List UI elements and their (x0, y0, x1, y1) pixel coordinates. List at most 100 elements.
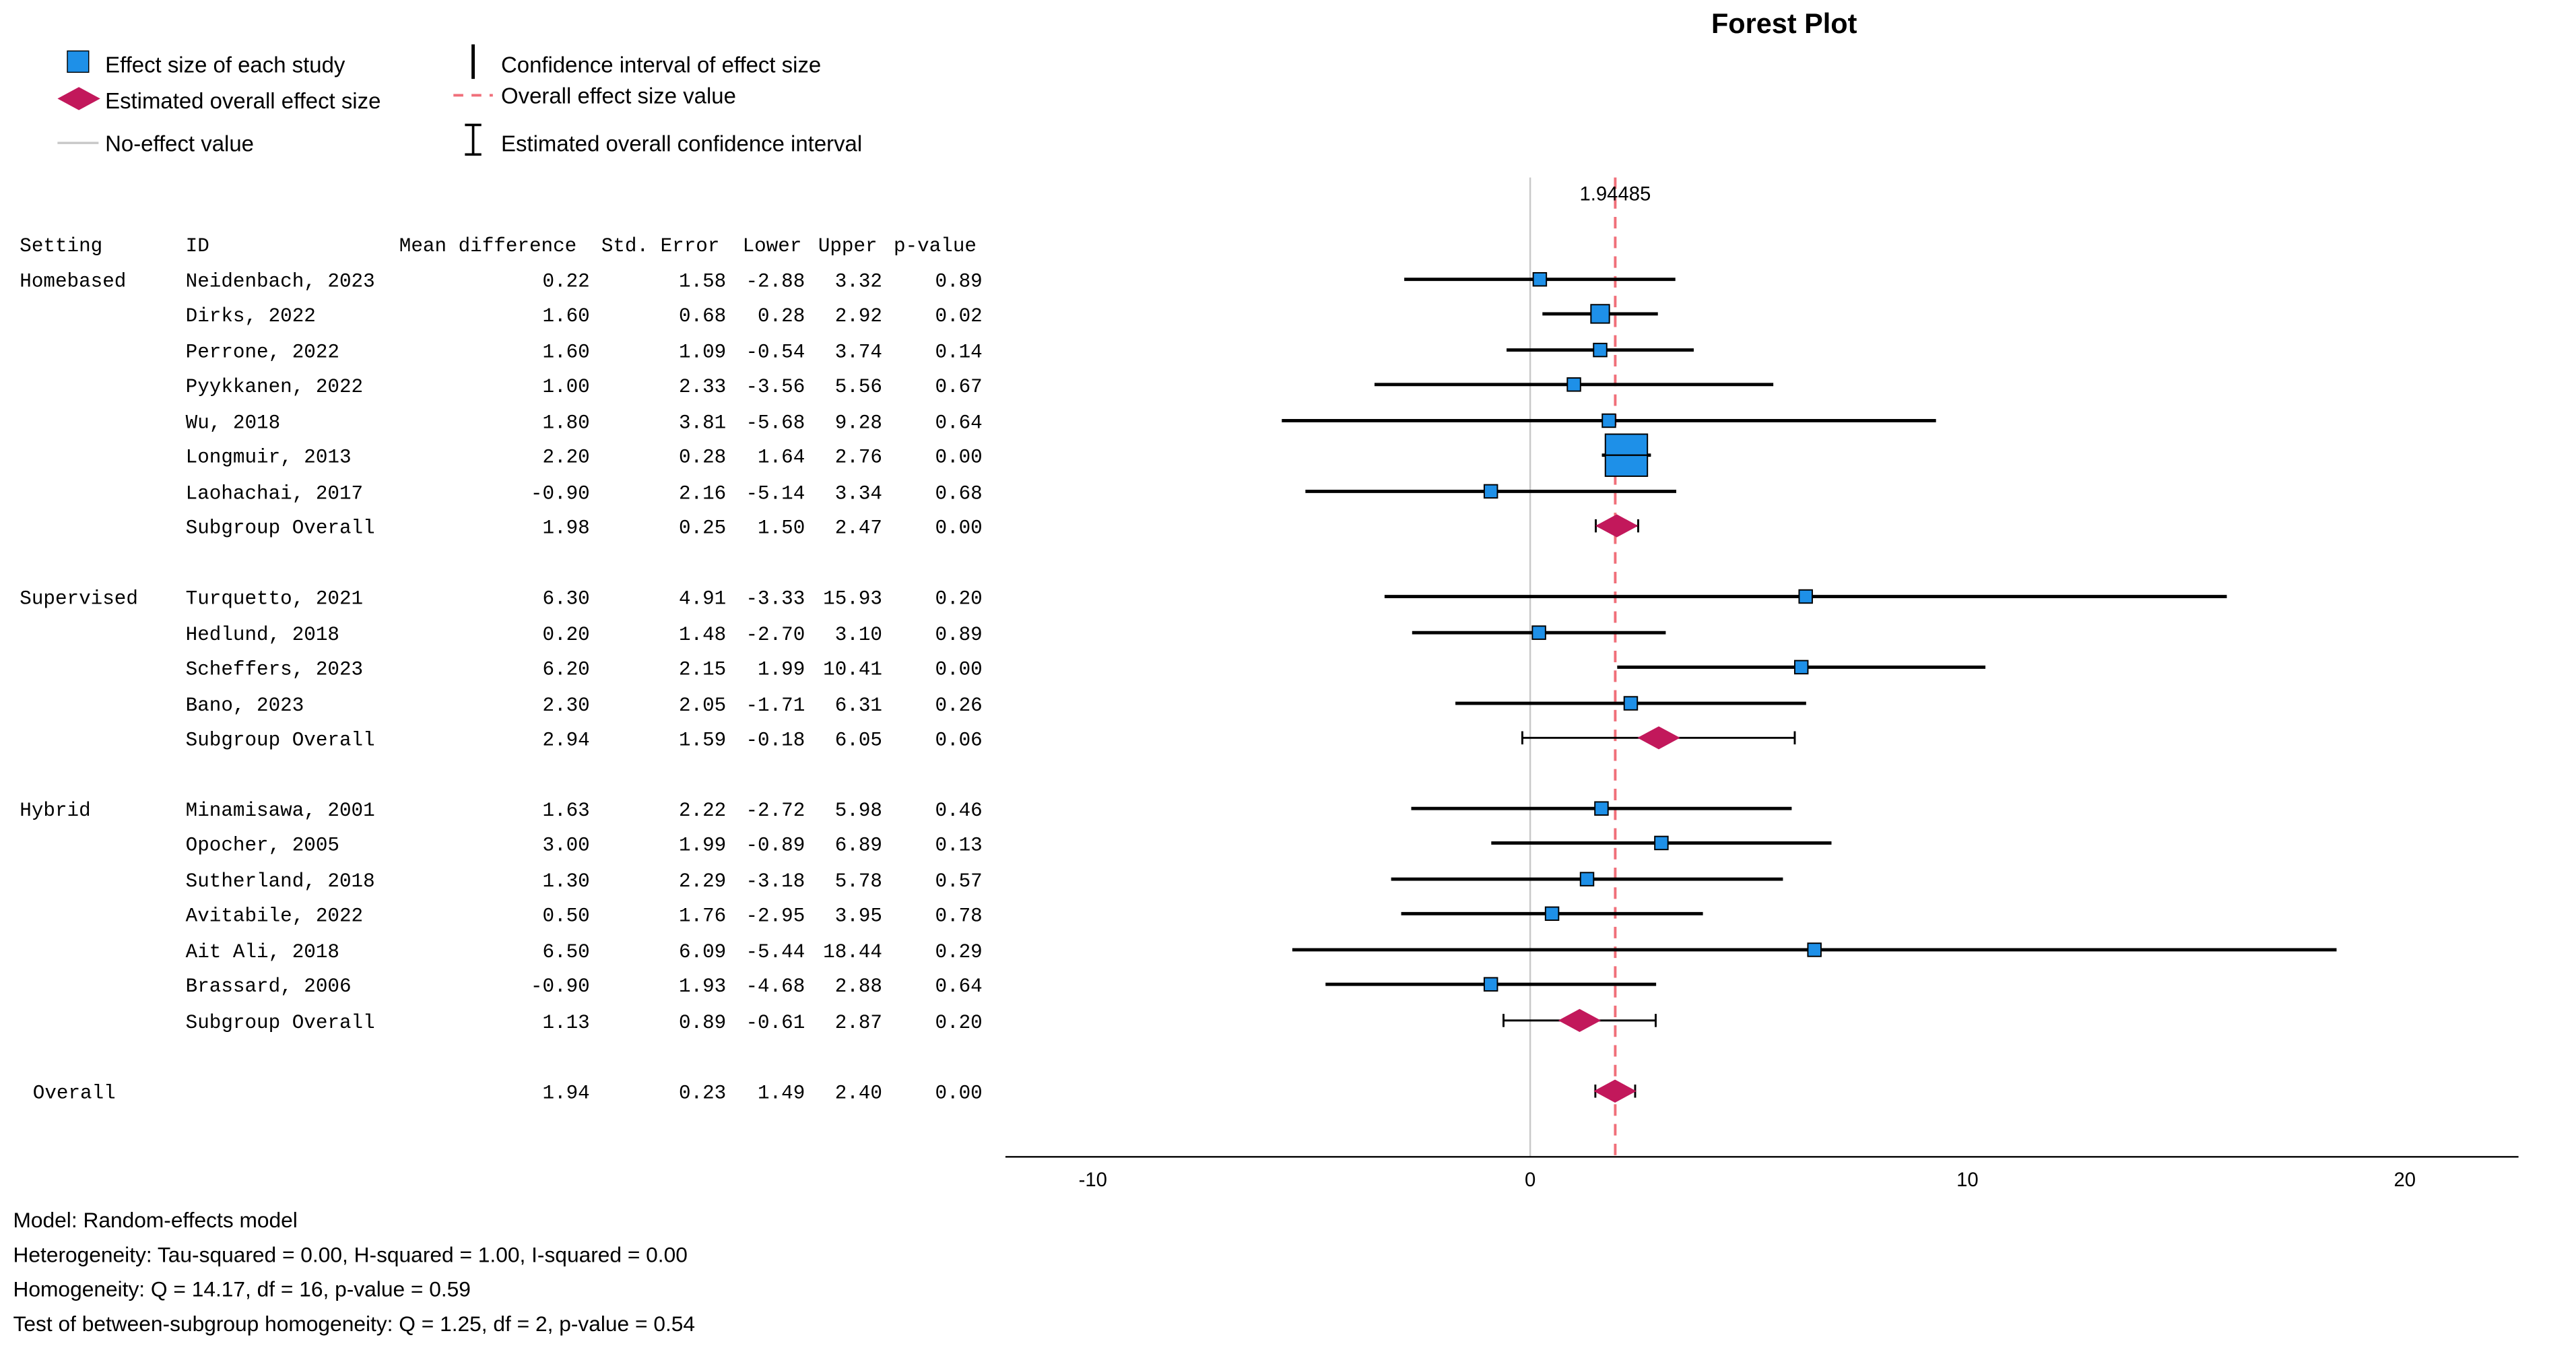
row-lower: -0.89 (746, 834, 805, 856)
row-p: 0.46 (935, 800, 983, 822)
column-headers: Setting ID Mean difference Std. Error Lo… (20, 235, 977, 257)
row-lower: -0.18 (746, 729, 805, 751)
pooled-effect-diamond (1593, 1079, 1637, 1103)
row-se: 0.28 (679, 447, 726, 469)
row-mean: 1.30 (542, 870, 589, 893)
row-p: 0.29 (935, 941, 983, 963)
footer-homogeneity: Homogeneity: Q = 14.17, df = 16, p-value… (13, 1277, 471, 1301)
row-lower: -5.68 (746, 412, 805, 434)
row-mean: 1.60 (542, 305, 589, 327)
row-upper: 2.76 (835, 447, 882, 469)
table-row: Brassard, 2006 -0.90 1.93 -4.68 2.88 0.64 (186, 975, 983, 998)
pooled-effect-diamond (1637, 726, 1680, 750)
row-id: Turquetto, 2021 (186, 587, 363, 610)
row-se: 1.99 (679, 834, 726, 856)
row-lower: -3.18 (746, 870, 805, 893)
row-lower: -0.54 (746, 342, 805, 364)
row-mean: 0.22 (542, 271, 589, 293)
row-id: Perrone, 2022 (186, 342, 339, 364)
pooled-effect-diamond (1595, 514, 1639, 538)
row-id: Subgroup Overall (186, 517, 375, 540)
col-header-id: ID (186, 235, 209, 257)
study-effect-square (1798, 589, 1813, 604)
plot-marks: 1.94485 -10 0 10 20 (1005, 177, 2519, 1191)
row-id: Ait Ali, 2018 (186, 941, 339, 963)
row-lower: -5.44 (746, 941, 805, 963)
row-p: 0.06 (935, 729, 983, 751)
table-row: Hybrid Minamisawa, 2001 1.63 2.22 -2.72 5.98 0… (20, 800, 982, 822)
row-lower: -2.88 (746, 271, 805, 293)
study-effect-square (1593, 342, 1608, 358)
row-se: 0.25 (679, 517, 726, 540)
row-id: Bano, 2023 (186, 695, 304, 717)
row-lower: -4.68 (746, 975, 805, 998)
study-effect-square (1532, 271, 1548, 287)
row-upper: 5.98 (835, 800, 882, 822)
row-mean: 2.30 (542, 695, 589, 717)
study-effect-square (1654, 835, 1669, 851)
row-setting: Supervised (20, 587, 138, 610)
col-header-lower: Lower (743, 235, 802, 257)
table-row: Ait Ali, 2018 6.50 6.09 -5.44 18.44 0.29 (186, 941, 983, 963)
chart-title: Forest Plot (1711, 7, 1857, 39)
table-row: Scheffers, 2023 6.20 2.15 1.99 10.41 0.00 (186, 658, 983, 680)
row-id: Scheffers, 2023 (186, 658, 363, 680)
row-upper: 3.74 (835, 342, 882, 364)
table-row: Supervised Turquetto, 2021 6.30 4.91 -3.33 15… (20, 587, 982, 610)
row-lower: -1.71 (746, 695, 805, 717)
row-mean: 1.13 (542, 1012, 589, 1034)
row-setting: Homebased (20, 271, 126, 293)
row-id: Minamisawa, 2001 (186, 800, 375, 822)
study-effect-square (1623, 696, 1639, 711)
legend-diamond-icon (57, 87, 100, 110)
legend-label-dashed: Overall effect size value (501, 84, 736, 108)
row-p: 0.00 (935, 1083, 983, 1105)
table-row: Subgroup Overall 1.13 0.89 -0.61 2.87 0.20 (186, 1012, 983, 1034)
row-mean: 0.50 (542, 905, 589, 927)
legend-overallci-icon (465, 123, 482, 156)
row-lower: -2.72 (746, 800, 805, 822)
row-se: 2.16 (679, 482, 726, 505)
col-header-se: Std. Error (601, 235, 720, 257)
row-mean: 1.98 (542, 517, 589, 540)
study-effect-square (1483, 977, 1498, 992)
study-effect-square (1590, 304, 1610, 324)
row-lower: -2.95 (746, 905, 805, 927)
legend: Effect size of each study Confidence int… (57, 44, 862, 156)
row-p: 0.00 (935, 658, 983, 680)
row-upper: 2.47 (835, 517, 882, 540)
table-row: Subgroup Overall 2.94 1.59 -0.18 6.05 0.06 (186, 729, 983, 751)
row-se: 1.48 (679, 624, 726, 646)
row-mean: 3.00 (542, 834, 589, 856)
study-effect-square (1594, 801, 1609, 816)
row-se: 2.22 (679, 800, 726, 822)
row-id: Brassard, 2006 (186, 975, 352, 998)
row-p: 0.67 (935, 376, 983, 398)
legend-square-icon (67, 50, 90, 73)
row-mean: 1.94 (542, 1083, 589, 1105)
table-row: Perrone, 2022 1.60 1.09 -0.54 3.74 0.14 (186, 342, 983, 364)
row-lower: -5.14 (746, 482, 805, 505)
col-header-upper: Upper (818, 235, 878, 257)
table-row: Homebased Neidenbach, 2023 0.22 1.58 -2.88 3.… (20, 271, 982, 293)
row-se: 1.58 (679, 271, 726, 293)
row-id: Subgroup Overall (186, 729, 375, 751)
row-mean: 0.20 (542, 624, 589, 646)
row-p: 0.00 (935, 447, 983, 469)
overall-effect-value-label: 1.94485 (1579, 184, 1651, 205)
legend-label-diamond: Estimated overall effect size (105, 88, 381, 113)
row-se: 2.33 (679, 376, 726, 398)
row-mean: 2.94 (542, 729, 589, 751)
row-p: 0.02 (935, 305, 983, 327)
footer-model: Model: Random-effects model (13, 1208, 298, 1232)
row-mean: -0.90 (531, 482, 590, 505)
row-mean: 1.60 (542, 342, 589, 364)
row-upper: 3.32 (835, 271, 882, 293)
row-mean: 2.20 (542, 447, 589, 469)
legend-label-ci: Confidence interval of effect size (501, 52, 821, 77)
study-effect-square (1601, 413, 1616, 428)
study-effect-square (1531, 625, 1546, 640)
table-row: Laohachai, 2017 -0.90 2.16 -5.14 3.34 0.68 (186, 482, 983, 505)
row-lower: -3.56 (746, 376, 805, 398)
